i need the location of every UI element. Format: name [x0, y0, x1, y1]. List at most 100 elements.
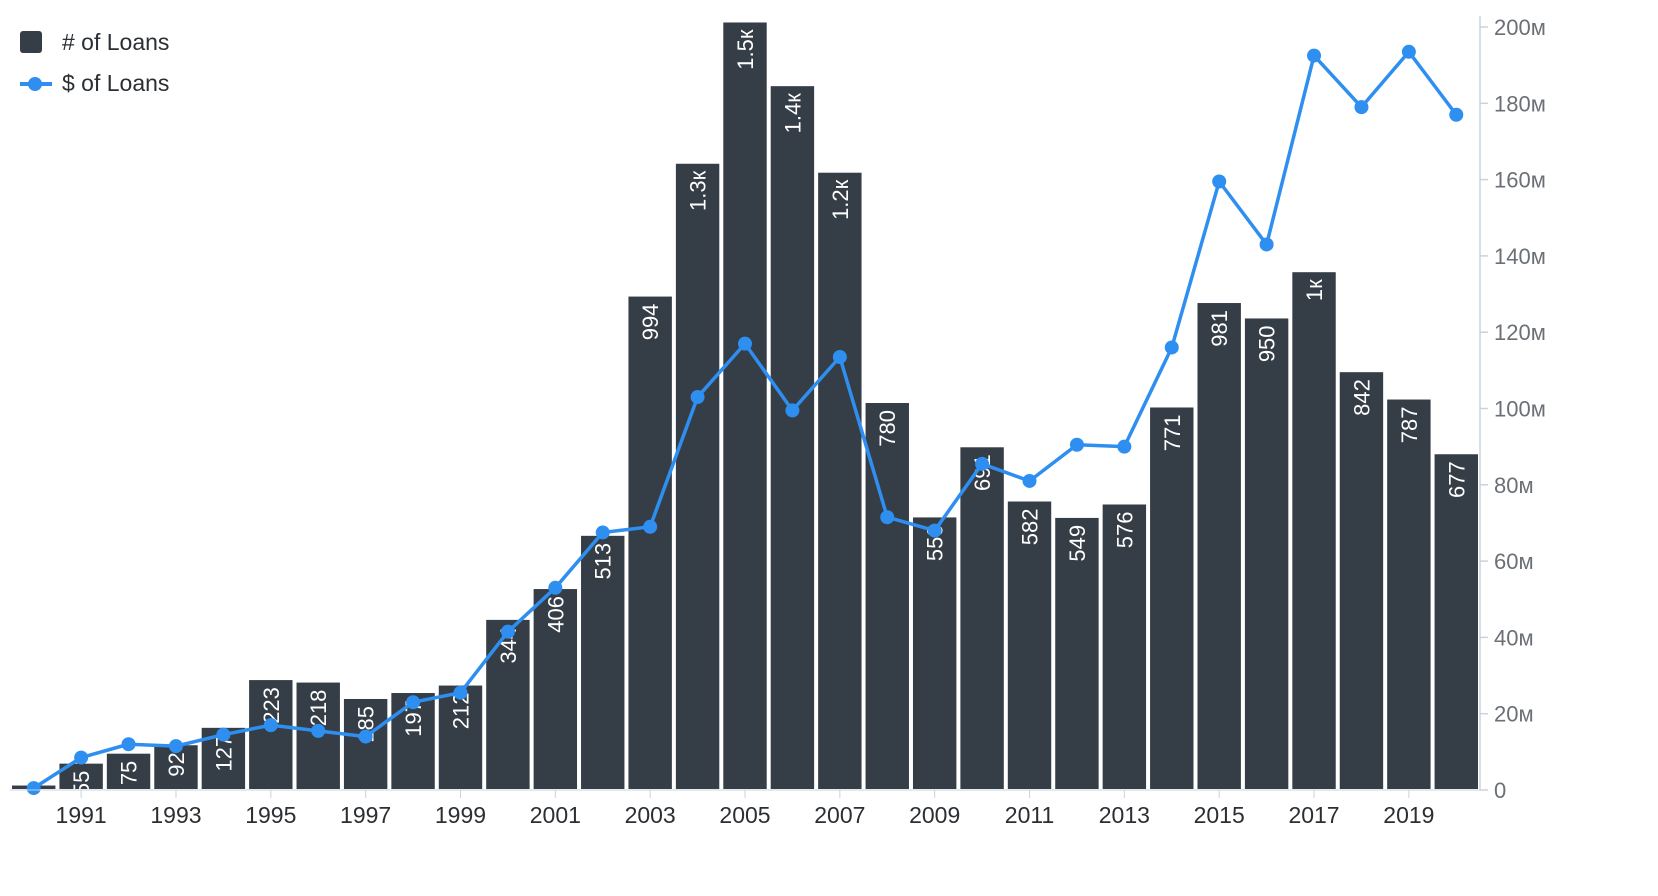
bar-2007: [816, 170, 864, 791]
legend-line-marker: [28, 77, 42, 91]
x-tick-label-2017: 2017: [1288, 802, 1339, 828]
x-tick-label-2003: 2003: [625, 802, 676, 828]
y-tick-label-3: 60м: [1494, 549, 1534, 574]
y-tick-label-1: 20м: [1494, 702, 1534, 727]
x-tick-label-2009: 2009: [909, 802, 960, 828]
x-tick-label-2015: 2015: [1194, 802, 1245, 828]
bar-label-1992: 75: [117, 761, 142, 785]
x-tick-label-1999: 1999: [435, 802, 486, 828]
bar-label-2007: 1.2к: [828, 179, 853, 220]
y-tick-label-0: 0: [1494, 778, 1506, 803]
bar-2018: [1337, 370, 1386, 791]
loan-amount-point-2011: [1022, 473, 1037, 488]
loan-amount-point-2009: [927, 523, 942, 538]
loan-amount-point-1998: [406, 695, 421, 710]
bar-label-2005: 1.5к: [733, 29, 758, 70]
loan-amount-point-1996: [311, 723, 326, 738]
y-tick-label-2: 40м: [1494, 625, 1534, 650]
bar-2004: [673, 161, 722, 791]
loan-amount-point-2017: [1307, 48, 1322, 63]
bar-2017: [1290, 270, 1338, 792]
x-tick-label-2013: 2013: [1099, 802, 1150, 828]
loan-amount-point-2002: [595, 525, 610, 540]
bar-label-2006: 1.4к: [780, 93, 805, 134]
bar-2006: [768, 84, 817, 791]
bar-label-2017: 1к: [1302, 279, 1327, 301]
loan-amount-point-1992: [121, 737, 136, 752]
bar-2001: [531, 587, 580, 791]
bar-2011: [1005, 499, 1054, 791]
bars-layer: [10, 20, 1481, 792]
bar-label-2003: 994: [638, 304, 663, 341]
loan-amount-point-2007: [832, 349, 847, 364]
bar-2014: [1148, 405, 1196, 791]
loan-amount-point-2000: [500, 624, 515, 639]
bar-2016: [1242, 316, 1291, 791]
bar-label-2016: 950: [1255, 325, 1280, 362]
bar-label-2020: 677: [1444, 461, 1469, 498]
bar-label-1993: 92: [164, 752, 189, 776]
bar-label-2015: 981: [1207, 310, 1232, 347]
line-layer: [26, 44, 1464, 796]
bar-label-1995: 223: [259, 687, 284, 724]
bar-label-2002: 513: [591, 543, 616, 580]
y-tick-label-5: 100м: [1494, 397, 1546, 422]
loan-amount-point-2014: [1164, 340, 1179, 355]
x-tick-label-1995: 1995: [245, 802, 296, 828]
x-tick-label-1997: 1997: [340, 802, 391, 828]
loan-amount-point-2015: [1212, 174, 1227, 189]
bar-1997: [341, 696, 390, 791]
bar-label-2012: 549: [1065, 525, 1090, 562]
bar-2005: [721, 20, 769, 791]
bar-2013: [1100, 502, 1149, 791]
bar-label-2001: 406: [543, 596, 568, 633]
bar-label-2019: 787: [1397, 407, 1422, 444]
bar-label-2004: 1.3к: [686, 170, 711, 211]
y-tick-label-7: 140м: [1494, 244, 1546, 269]
loan-amount-point-1991: [74, 750, 89, 765]
bar-label-1996: 218: [306, 690, 331, 727]
loan-amount-point-2004: [690, 390, 705, 405]
x-tick-label-2005: 2005: [719, 802, 770, 828]
loan-amount-point-1990: [26, 781, 41, 796]
legend-label-loans-count: # of Loans: [62, 29, 169, 55]
bar-2003: [626, 294, 674, 791]
bar-2020: [1432, 452, 1481, 791]
bar-label-2008: 780: [875, 410, 900, 447]
loan-amount-point-1995: [263, 718, 278, 733]
bar-2009: [910, 515, 959, 792]
y-tick-label-4: 80м: [1494, 473, 1534, 498]
bar-label-2013: 576: [1112, 511, 1137, 548]
x-tick-label-2007: 2007: [814, 802, 865, 828]
loan-amount-point-2013: [1117, 439, 1132, 454]
x-tick-label-2019: 2019: [1383, 802, 1434, 828]
loan-amount-point-2003: [643, 519, 658, 534]
loan-amount-point-1994: [216, 727, 231, 742]
loan-amount-point-2019: [1401, 44, 1416, 59]
bar-2012: [1053, 515, 1101, 791]
bar-label-1990: 11: [22, 793, 47, 816]
loan-amount-point-2001: [548, 580, 563, 595]
x-tick-label-1993: 1993: [150, 802, 201, 828]
bar-label-2018: 842: [1349, 379, 1374, 416]
loan-amount-point-1999: [453, 685, 468, 700]
bar-label-2014: 771: [1160, 414, 1185, 451]
bar-label-2011: 582: [1018, 509, 1043, 546]
bar-2015: [1195, 301, 1243, 791]
y-axis-right: 0 20м 40м 60м 80м 100м 120м 140м 160м 180м 200м: [1479, 15, 1546, 803]
x-axis: 1991 1993 1995 1997 1999 2001 2003 2005 2007 2009…: [10, 789, 1480, 828]
legend: # of Loans $ of Loans: [20, 29, 169, 96]
loan-amount-point-1993: [168, 739, 183, 754]
loan-amount-point-2006: [785, 403, 800, 418]
x-tick-label-1991: 1991: [56, 802, 107, 828]
y-tick-label-6: 120м: [1494, 320, 1546, 345]
loan-amount-point-2016: [1259, 237, 1274, 252]
loan-amount-point-2012: [1069, 437, 1084, 452]
loan-amount-point-2008: [880, 510, 895, 525]
loan-amount-point-2020: [1449, 107, 1464, 122]
loan-amount-point-1997: [358, 729, 373, 744]
loan-amount-point-2005: [738, 336, 752, 351]
